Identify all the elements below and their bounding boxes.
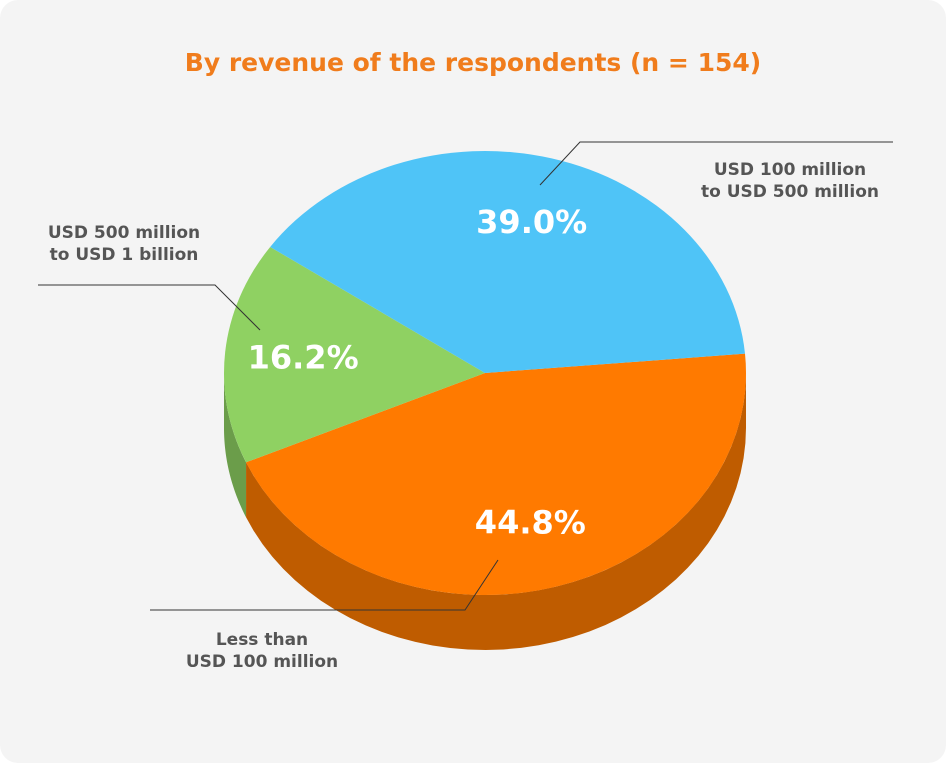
category-label: Less than USD 100 million (185, 630, 339, 672)
leader-line (150, 559, 499, 611)
slice-side (246, 373, 746, 650)
value-label: 39.0% (476, 203, 587, 241)
leader-line (539, 141, 893, 186)
category-label: USD 500 million to USD 1 billion (47, 223, 201, 265)
slice (223, 246, 485, 463)
leader-line (38, 284, 261, 331)
value-label: 44.8% (475, 504, 586, 542)
chart-title: By revenue of the respondents (n = 154) (184, 48, 762, 77)
slice (246, 353, 747, 596)
category-label: USD 100 million to USD 500 million (700, 160, 879, 202)
value-label: 16.2% (248, 338, 359, 376)
slice (270, 150, 746, 373)
slice-side (224, 373, 247, 518)
